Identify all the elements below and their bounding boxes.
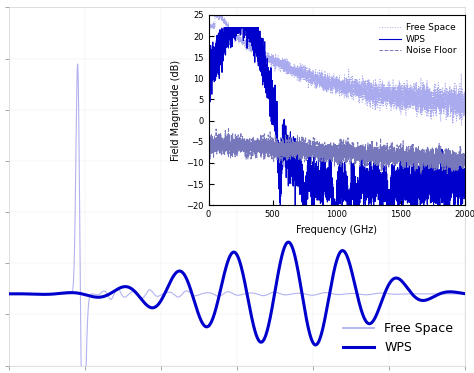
Line: Free Space: Free Space bbox=[209, 15, 465, 125]
WPS bbox=[221, 25, 227, 30]
WPS bbox=[313, 172, 319, 177]
Noise Floor bbox=[226, 125, 231, 130]
Noise Floor bbox=[315, 146, 321, 150]
Noise Floor bbox=[454, 165, 460, 169]
WPS bbox=[441, 171, 447, 176]
Free Space bbox=[459, 123, 465, 127]
Noise Floor bbox=[392, 152, 397, 156]
Noise Floor bbox=[313, 149, 319, 153]
Legend: Free Space, WPS: Free Space, WPS bbox=[338, 317, 458, 359]
Noise Floor bbox=[462, 164, 467, 169]
Free Space bbox=[313, 78, 319, 83]
WPS bbox=[392, 174, 398, 179]
WPS bbox=[315, 181, 321, 185]
Free Space bbox=[454, 110, 460, 115]
Y-axis label: Field Magnitude (dB): Field Magnitude (dB) bbox=[171, 59, 181, 161]
WPS bbox=[206, 59, 211, 63]
Free Space bbox=[392, 85, 397, 89]
Noise Floor bbox=[441, 163, 447, 168]
Legend: Free Space, WPS, Noise Floor: Free Space, WPS, Noise Floor bbox=[375, 19, 460, 59]
Free Space bbox=[328, 79, 333, 84]
Free Space bbox=[462, 101, 467, 105]
Line: Noise Floor: Noise Floor bbox=[209, 128, 465, 174]
Line: WPS: WPS bbox=[209, 28, 465, 205]
Free Space bbox=[212, 13, 218, 17]
X-axis label: Frequency (GHz): Frequency (GHz) bbox=[296, 225, 377, 235]
WPS bbox=[454, 185, 460, 189]
Noise Floor bbox=[328, 148, 333, 152]
WPS bbox=[277, 203, 283, 207]
Free Space bbox=[206, 23, 211, 28]
WPS bbox=[462, 175, 467, 179]
Noise Floor bbox=[206, 148, 211, 153]
WPS bbox=[328, 177, 333, 181]
Free Space bbox=[315, 73, 321, 78]
Noise Floor bbox=[418, 172, 424, 176]
Free Space bbox=[441, 98, 447, 102]
